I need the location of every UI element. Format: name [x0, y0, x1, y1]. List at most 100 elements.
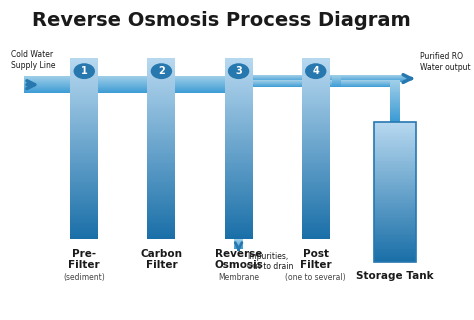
Bar: [225, 192, 253, 194]
Bar: [147, 131, 175, 132]
Bar: [374, 256, 417, 257]
Bar: [374, 168, 417, 169]
Text: Pre-
Filter: Pre- Filter: [68, 249, 100, 270]
Bar: [70, 185, 98, 187]
Bar: [302, 95, 329, 96]
Bar: [147, 96, 175, 98]
Bar: [374, 199, 417, 200]
Bar: [70, 178, 98, 180]
Bar: [374, 151, 417, 153]
Bar: [374, 154, 417, 156]
Bar: [225, 102, 253, 104]
Bar: [225, 227, 253, 228]
Bar: [374, 208, 417, 210]
Bar: [225, 132, 253, 134]
Bar: [302, 109, 329, 111]
Bar: [302, 89, 329, 91]
Bar: [147, 120, 175, 122]
Bar: [374, 160, 417, 161]
Bar: [302, 80, 329, 82]
Bar: [374, 221, 417, 222]
Bar: [225, 136, 253, 138]
Bar: [225, 198, 253, 200]
Bar: [147, 189, 175, 190]
Bar: [302, 205, 329, 207]
Bar: [225, 190, 253, 192]
Bar: [374, 200, 417, 202]
Bar: [225, 76, 253, 78]
Bar: [147, 95, 175, 96]
Bar: [302, 203, 329, 205]
Bar: [70, 95, 98, 96]
Bar: [147, 160, 175, 162]
Bar: [70, 236, 98, 237]
Text: Reverse
Osmosis: Reverse Osmosis: [214, 249, 263, 270]
Bar: [70, 132, 98, 134]
Bar: [302, 91, 329, 93]
Bar: [374, 215, 417, 217]
Bar: [70, 62, 98, 64]
Bar: [302, 196, 329, 198]
Bar: [147, 66, 175, 68]
Bar: [147, 142, 175, 143]
Bar: [374, 171, 417, 172]
Bar: [374, 225, 417, 227]
Bar: [70, 230, 98, 232]
Bar: [70, 76, 98, 78]
Bar: [302, 100, 329, 102]
Bar: [390, 101, 400, 102]
Bar: [374, 161, 417, 163]
Bar: [374, 238, 417, 239]
Bar: [225, 129, 253, 131]
Bar: [390, 99, 400, 100]
Bar: [374, 130, 417, 132]
Bar: [147, 129, 175, 131]
Bar: [302, 143, 329, 145]
Text: Impurities,
Out to drain: Impurities, Out to drain: [247, 252, 293, 271]
Bar: [147, 91, 175, 93]
Bar: [374, 196, 417, 197]
Bar: [302, 228, 329, 230]
Bar: [374, 245, 417, 246]
Bar: [390, 107, 400, 108]
Bar: [147, 68, 175, 69]
Bar: [302, 236, 329, 237]
Bar: [70, 156, 98, 158]
Bar: [374, 192, 417, 193]
Bar: [302, 98, 329, 100]
Bar: [225, 118, 253, 120]
Bar: [70, 174, 98, 176]
Bar: [302, 201, 329, 203]
Bar: [147, 98, 175, 100]
Bar: [70, 216, 98, 218]
Bar: [147, 169, 175, 171]
Bar: [70, 218, 98, 220]
Bar: [147, 111, 175, 113]
Bar: [147, 149, 175, 151]
Bar: [374, 231, 417, 232]
Bar: [147, 218, 175, 220]
Bar: [225, 156, 253, 158]
Bar: [374, 139, 417, 140]
Bar: [147, 198, 175, 200]
Bar: [374, 178, 417, 179]
Bar: [302, 78, 329, 80]
Bar: [147, 60, 175, 62]
Bar: [374, 197, 417, 199]
Bar: [147, 113, 175, 115]
Bar: [374, 167, 417, 168]
Bar: [147, 234, 175, 236]
Bar: [374, 250, 417, 252]
Bar: [70, 143, 98, 145]
Bar: [70, 140, 98, 142]
Bar: [225, 187, 253, 189]
Bar: [225, 131, 253, 132]
Bar: [70, 234, 98, 236]
Bar: [302, 214, 329, 216]
Bar: [225, 69, 253, 71]
Bar: [70, 129, 98, 131]
Bar: [374, 235, 417, 236]
Bar: [302, 82, 329, 84]
Text: 2: 2: [158, 66, 165, 76]
Bar: [302, 227, 329, 228]
